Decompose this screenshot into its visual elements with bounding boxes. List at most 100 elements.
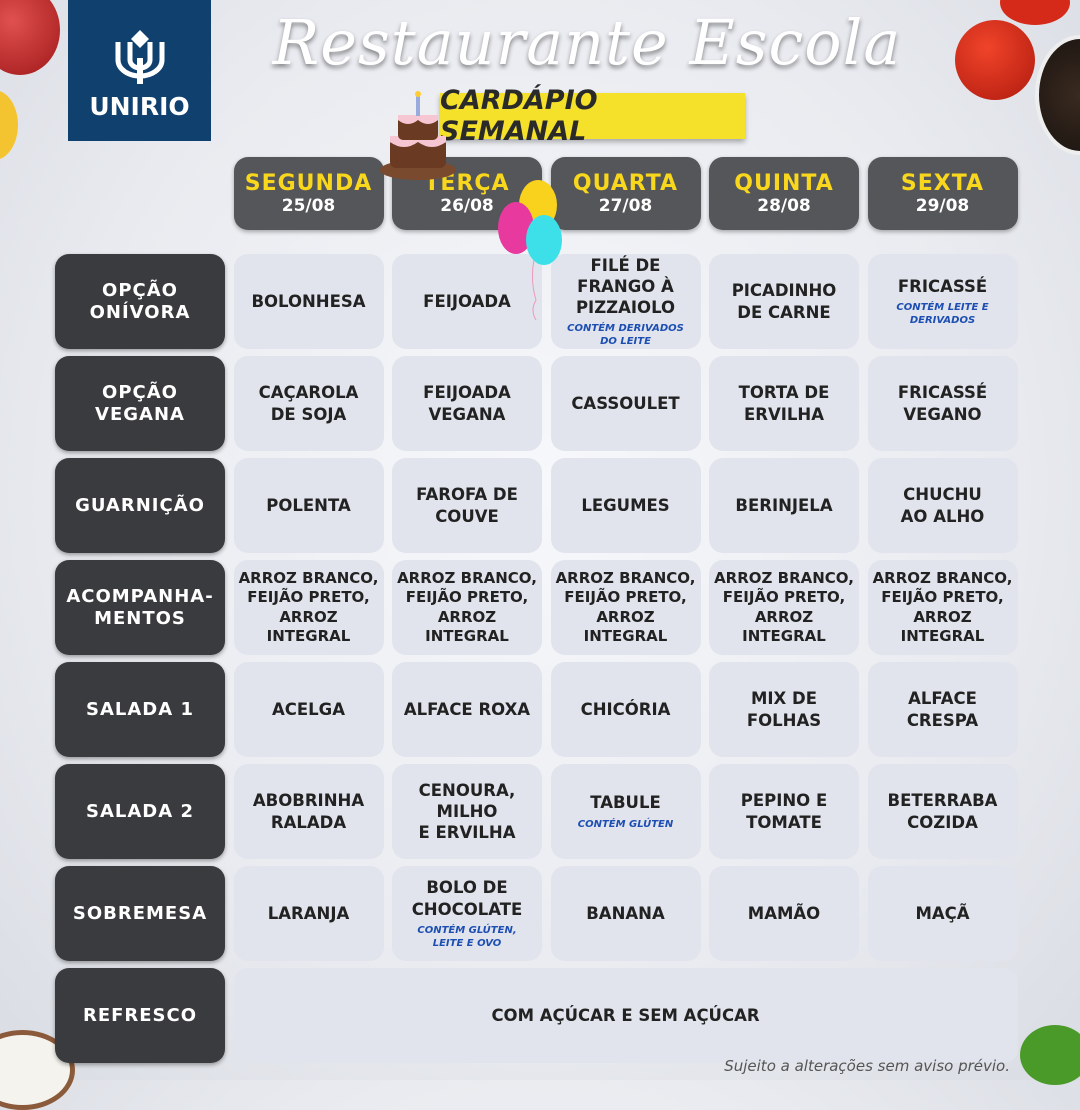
basil-decoration — [1020, 1025, 1080, 1085]
dish-name: MAMÃO — [747, 903, 821, 923]
menu-cell: LARANJA — [233, 866, 384, 961]
menu-cell: ARROZ BRANCO, FEIJÃO PRETO, ARROZ INTEGR… — [867, 560, 1018, 655]
day-name: SEGUNDA — [244, 171, 373, 196]
row-label: OPÇÃO VEGANA — [55, 356, 225, 451]
menu-cell: CAÇAROLA DE SOJA — [233, 356, 384, 451]
menu-cell: ARROZ BRANCO, FEIJÃO PRETO, ARROZ INTEGR… — [709, 560, 859, 655]
menu-cell: BOLONHESA — [233, 254, 384, 349]
menu-cell: CASSOULET — [550, 356, 701, 451]
menu-cell: FAROFA DE COUVE — [392, 458, 542, 553]
menu-grid: SEGUNDA 25/08 TERÇA 26/08 QUARTA 27/08 QUINTA 2… — [55, 157, 1018, 1063]
menu-cell: POLENTA — [233, 458, 384, 553]
dish-name: FRICASSÉ VEGANO — [897, 383, 988, 424]
day-date: 27/08 — [598, 196, 653, 216]
dish-name: CENOURA, MILHO E ERVILHA — [418, 780, 516, 843]
menu-cell: ACELGA — [233, 662, 384, 757]
row-label: SALADA 1 — [55, 662, 225, 757]
lemon-decoration — [0, 90, 18, 160]
day-header-3: QUINTA 28/08 — [709, 157, 859, 230]
row-label: SALADA 2 — [55, 764, 225, 859]
menu-cell: ALFACE ROXA — [392, 662, 542, 757]
menu-cell: FRICASSÉ CONTÉM LEITE E DERIVADOS — [867, 254, 1018, 349]
menu-cell: CENOURA, MILHO E ERVILHA — [392, 764, 542, 859]
birthday-cake-icon — [380, 91, 456, 180]
menu-cell: TORTA DE ERVILHA — [709, 356, 859, 451]
dish-name: ARROZ BRANCO, FEIJÃO PRETO, ARROZ INTEGR… — [238, 569, 379, 645]
unirio-logo: UNIRIO — [68, 0, 211, 141]
menu-cell: TABULE CONTÉM GLÚTEN — [550, 764, 701, 859]
day-name: QUARTA — [572, 171, 679, 196]
dish-name: MAÇÃ — [915, 903, 970, 923]
day-date: 28/08 — [757, 196, 811, 216]
day-name: QUINTA — [734, 171, 834, 196]
dish-name: TABULE — [590, 793, 661, 813]
dish-name: PEPINO E TOMATE — [740, 791, 828, 832]
menu-cell: BETERRABA COZIDA — [867, 764, 1018, 859]
dish-name: LEGUMES — [581, 495, 670, 515]
dish-name: FEIJOADA — [423, 291, 511, 311]
menu-cell: CHICÓRIA — [550, 662, 701, 757]
menu-cell: ARROZ BRANCO, FEIJÃO PRETO, ARROZ INTEGR… — [392, 560, 542, 655]
dish-name: ARROZ BRANCO, FEIJÃO PRETO, ARROZ INTEGR… — [714, 569, 854, 645]
day-header-4: SEXTA 29/08 — [867, 157, 1018, 230]
allergen-note: CONTÉM DERIVADOS DO LEITE — [567, 323, 684, 348]
peppercorn-bowl-decoration — [1035, 35, 1080, 155]
dish-name: CAÇAROLA DE SOJA — [258, 383, 359, 424]
dish-name: ALFACE CRESPA — [906, 689, 979, 730]
dish-name: BOLO DE CHOCOLATE — [411, 878, 523, 919]
corner-spacer — [55, 157, 225, 230]
page-title: Restaurante Escola — [272, 6, 902, 79]
dish-name: CASSOULET — [571, 393, 680, 413]
allergen-note: CONTÉM LEITE E DERIVADOS — [896, 302, 989, 327]
menu-cell: FRICASSÉ VEGANO — [867, 356, 1018, 451]
menu-cell: ARROZ BRANCO, FEIJÃO PRETO, ARROZ INTEGR… — [233, 560, 384, 655]
dish-name: ACELGA — [272, 699, 345, 719]
menu-cell: ALFACE CRESPA — [867, 662, 1018, 757]
allergen-note: CONTÉM GLÚTEN, LEITE E OVO — [417, 924, 517, 949]
menu-cell: FEIJOADA — [392, 254, 542, 349]
dish-name: FILÉ DE FRANGO À PIZZAIOLO — [575, 255, 676, 318]
dish-name: CHUCHU AO ALHO — [900, 485, 985, 526]
day-header-2: QUARTA 27/08 — [550, 157, 701, 230]
day-date: 26/08 — [440, 196, 494, 216]
dish-name: ARROZ BRANCO, FEIJÃO PRETO, ARROZ INTEGR… — [555, 569, 696, 645]
day-date: 29/08 — [915, 196, 970, 216]
menu-cell: FILÉ DE FRANGO À PIZZAIOLO CONTÉM DERIVAD… — [550, 254, 701, 349]
apple-decoration — [0, 0, 60, 75]
dish-name: BETERRABA COZIDA — [887, 791, 998, 832]
day-name: SEXTA — [900, 171, 985, 196]
menu-cell: LEGUMES — [550, 458, 701, 553]
balloons-icon — [498, 180, 562, 320]
menu-cell: ABOBRINHA RALADA — [233, 764, 384, 859]
day-header-0: SEGUNDA 25/08 — [233, 157, 384, 230]
row-label: GUARNIÇÃO — [55, 458, 225, 553]
dish-name: LARANJA — [267, 903, 350, 923]
row-label: ACOMPANHA- MENTOS — [55, 560, 225, 655]
dish-name: POLENTA — [266, 495, 351, 515]
unirio-emblem-icon — [115, 30, 164, 84]
row-label: REFRESCO — [55, 968, 225, 1063]
tomato-decoration — [1000, 0, 1070, 25]
menu-cell: PEPINO E TOMATE — [709, 764, 859, 859]
dish-name: ABOBRINHA RALADA — [252, 791, 365, 832]
dish-name: FEIJOADA VEGANA — [423, 383, 511, 424]
row-label: SOBREMESA — [55, 866, 225, 961]
dish-name: FRICASSÉ — [897, 276, 988, 296]
dish-name: ARROZ BRANCO, FEIJÃO PRETO, ARROZ INTEGR… — [397, 569, 537, 645]
dish-name: MIX DE FOLHAS — [746, 689, 822, 730]
menu-cell: PICADINHO DE CARNE — [709, 254, 859, 349]
dish-name: BOLONHESA — [251, 291, 366, 311]
dish-name: BANANA — [586, 903, 665, 923]
dish-name: FAROFA DE COUVE — [416, 485, 518, 526]
dish-name: CHICÓRIA — [580, 699, 671, 719]
row-label: OPÇÃO ONÍVORA — [55, 254, 225, 349]
refresco-cell: COM AÇÚCAR E SEM AÇÚCAR — [233, 968, 1018, 1063]
menu-cell: BOLO DE CHOCOLATE CONTÉM GLÚTEN, LEITE E … — [392, 866, 542, 961]
menu-cell: ARROZ BRANCO, FEIJÃO PRETO, ARROZ INTEGR… — [550, 560, 701, 655]
dish-name: COM AÇÚCAR E SEM AÇÚCAR — [491, 1005, 760, 1025]
dish-name: PICADINHO DE CARNE — [731, 281, 837, 322]
dish-name: ARROZ BRANCO, FEIJÃO PRETO, ARROZ INTEGR… — [872, 569, 1013, 645]
menu-cell: MAÇÃ — [867, 866, 1018, 961]
tomato-decoration — [955, 20, 1035, 100]
menu-cell: FEIJOADA VEGANA — [392, 356, 542, 451]
